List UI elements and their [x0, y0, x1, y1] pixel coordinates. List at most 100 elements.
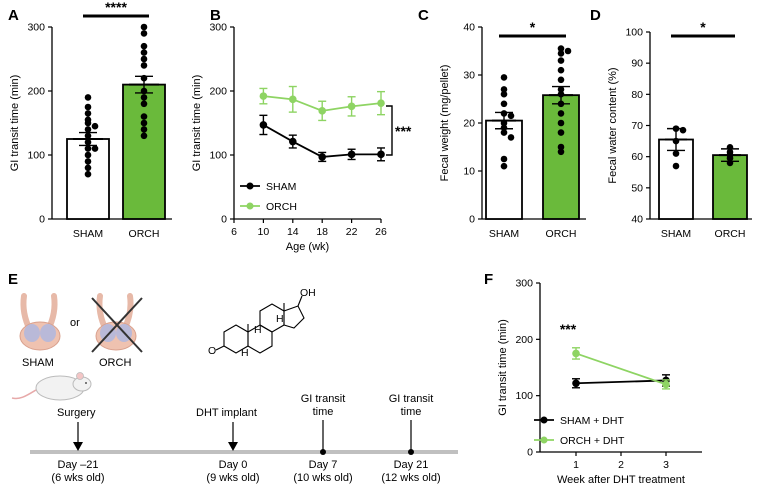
- panel-e-schematic: SHAM or ORCH: [11, 287, 458, 484]
- panel-c-y-axis-label: Fecal weight (mg/pellet): [439, 65, 451, 182]
- panel-c-point-orch: [557, 148, 565, 156]
- panel-a-point-orch: [140, 74, 148, 82]
- mouse-illustration: [11, 372, 92, 401]
- panel-c-point-orch: [557, 57, 565, 64]
- panel-b-xtick-label: 14: [287, 226, 299, 238]
- event-surgery-day: Day –21: [58, 459, 99, 471]
- panel-b-ytick-label: 300: [209, 22, 227, 34]
- panel-a-point-orch: [140, 87, 148, 95]
- panel-a-point-sham: [91, 122, 99, 130]
- panel-letter-a: A: [8, 7, 19, 24]
- panel-d-point-sham: [672, 162, 680, 170]
- event-day21-title-1: GI transit: [389, 393, 434, 405]
- panel-c-point-sham: [500, 162, 508, 170]
- panel-a-point-sham: [84, 158, 92, 165]
- panel-c-point-sham: [500, 90, 508, 98]
- panel-letter-c: C: [418, 7, 429, 24]
- panel-a-point-orch: [140, 94, 148, 101]
- panel-a-point-sham: [84, 110, 92, 117]
- panel-c-point-sham: [500, 155, 508, 163]
- panel-c-point-sham: [500, 100, 508, 108]
- panel-b-point-1: [347, 102, 356, 111]
- panel-f-point-1: [662, 380, 670, 389]
- panel-b-point-1: [377, 99, 385, 107]
- panel-d-point-sham: [672, 125, 680, 132]
- panel-b-ytick-label: 0: [221, 214, 227, 226]
- panel-b-xtick-label: 26: [375, 226, 387, 238]
- panel-b-point-0: [377, 150, 385, 159]
- sham-label: SHAM: [22, 357, 54, 369]
- panel-c-point-orch: [557, 66, 565, 74]
- panel-b-legend-label-0: SHAM: [266, 181, 296, 193]
- panel-d-y-axis-label: Fecal water content (%): [607, 67, 619, 183]
- panel-b-ytick-label: 100: [209, 150, 227, 162]
- panel-d-ytick-label: 40: [631, 214, 643, 226]
- panel-d-ytick-label: 80: [631, 89, 643, 101]
- panel-b-significance-label: ***: [395, 123, 412, 139]
- panel-d-significance-label: *: [700, 19, 706, 35]
- panel-a-point-orch: [140, 100, 148, 108]
- panel-c-point-sham: [500, 86, 508, 93]
- or-label: or: [70, 317, 80, 329]
- panel-letter-b: B: [210, 7, 221, 24]
- panel-d-point-sham: [679, 126, 687, 134]
- panel-a-point-sham: [84, 170, 92, 178]
- panel-a-point-sham: [84, 119, 92, 127]
- panel-f-ytick-label: 100: [515, 390, 533, 402]
- panel-d-ytick-label: 60: [631, 151, 643, 163]
- panel-letter-e: E: [8, 271, 18, 288]
- panel-c-point-orch: [557, 50, 565, 57]
- panel-c-point-orch: [557, 119, 565, 127]
- event-day7-title-2: time: [313, 406, 334, 418]
- panel-f-point-0: [572, 379, 580, 388]
- steroid-h-label-1: H: [254, 324, 262, 336]
- panel-b-significance-bracket: [386, 105, 393, 156]
- panel-c-point-sham: [507, 112, 515, 120]
- panel-d-ytick-label: 70: [631, 120, 643, 132]
- panel-c-point-orch: [557, 86, 565, 93]
- panel-a-point-orch: [140, 49, 148, 56]
- panel-f-xtick-label: 1: [573, 459, 579, 471]
- event-day7-title-1: GI transit: [301, 393, 346, 405]
- panel-a-point-orch: [140, 126, 148, 133]
- panel-a-point-orch: [140, 62, 148, 69]
- panel-f-ytick-label: 200: [515, 334, 533, 346]
- panel-b-xtick-label: 10: [258, 226, 270, 238]
- panel-c-ytick-label: 30: [463, 70, 475, 82]
- panel-a-point-orch: [140, 55, 148, 63]
- panel-a-ytick-label: 300: [27, 22, 45, 34]
- orch-label: ORCH: [99, 357, 131, 369]
- panel-c-point-orch: [557, 143, 565, 151]
- panel-f-xtick-label: 2: [618, 459, 624, 471]
- panel-d-point-sham: [672, 137, 680, 145]
- panel-d-point-orch: [726, 159, 734, 167]
- panel-c-chart: 0 10 20 30 40 Fecal weight (mg/pellet) SHAM ORC…: [439, 19, 586, 240]
- event-day7-age: (10 wks old): [293, 472, 352, 484]
- panel-c-point-orch: [557, 45, 565, 52]
- panel-a-chart: 0 100 200 300 GI transit time (min) SHAM ORCH *…: [9, 0, 172, 240]
- panel-c-point-orch: [557, 100, 565, 108]
- dht-structure-icon: [215, 295, 305, 354]
- panel-f-line-1: [575, 352, 667, 386]
- panel-a-point-sham: [84, 138, 92, 146]
- panel-b-point-0: [289, 137, 297, 146]
- panel-b-legend-marker-1: [246, 202, 254, 210]
- panel-f-legend-marker-0: [540, 416, 548, 424]
- panel-a-point-sham: [84, 145, 92, 152]
- panel-d-point-sham: [672, 150, 680, 157]
- panel-d-chart: 40 50 60 70 80 90 100 Fecal water content (%) SH…: [607, 19, 752, 240]
- event-day7-day: Day 7: [309, 459, 338, 471]
- panel-d-ytick-label: 100: [625, 27, 643, 39]
- event-surgery-age: (6 wks old): [51, 472, 104, 484]
- event-day21-age: (12 wks old): [381, 472, 440, 484]
- panel-c-ytick-label: 40: [463, 22, 475, 34]
- event-day21-dot: [408, 449, 414, 455]
- panel-c-point-sham: [500, 129, 508, 136]
- panel-a-point-orch: [140, 23, 148, 31]
- panel-c-point-sham: [500, 110, 508, 117]
- panel-a-category-label: SHAM: [73, 228, 103, 240]
- event-surgery-arrowhead: [73, 442, 83, 451]
- panel-a-category-label: ORCH: [129, 228, 160, 240]
- panel-b-point-1: [318, 107, 327, 115]
- panel-c-point-orch: [557, 76, 565, 84]
